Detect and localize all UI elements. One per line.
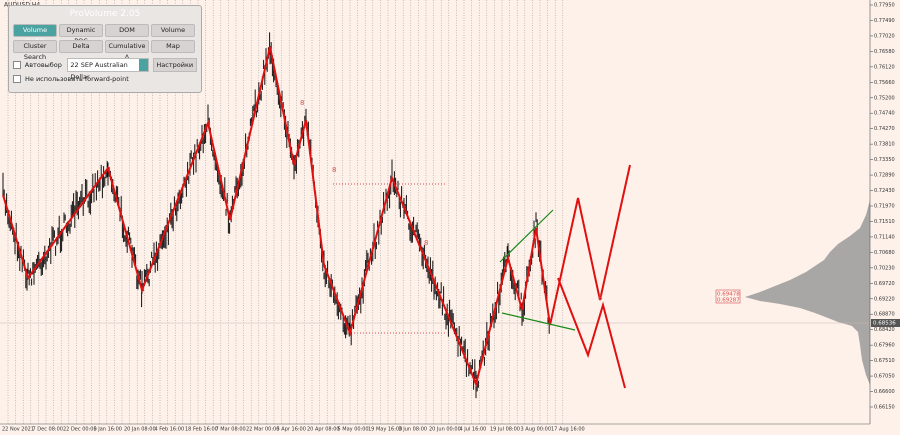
price-label: 0.75200 <box>874 95 895 101</box>
price-label: 0.69220 <box>874 296 895 302</box>
price-label: 0.72890 <box>874 173 895 179</box>
price-label: 0.73350 <box>874 157 895 163</box>
checkbox[interactable] <box>13 61 21 69</box>
price-label: 0.74270 <box>874 126 895 132</box>
price-label: 0.69720 <box>874 281 895 287</box>
time-label: 5 May 00:00 <box>338 427 369 433</box>
current-price: 0.68536 <box>873 321 896 327</box>
price-label: 0.67050 <box>874 374 895 380</box>
price-label: 0.75660 <box>874 80 895 86</box>
mode-button[interactable]: Map <box>151 40 195 53</box>
time-label: 4 Feb 16:00 <box>155 427 185 433</box>
price-label: 0.73810 <box>874 142 895 148</box>
price-label: 0.70230 <box>874 265 895 271</box>
price-label: 0.76120 <box>874 64 895 70</box>
price-label: 0.71140 <box>874 234 895 240</box>
mode-button[interactable]: DOM <box>105 24 149 37</box>
provolume-panel: ProVolume 2.05 Volume ProfileDynamic POC… <box>8 5 202 93</box>
level-box <box>715 289 741 304</box>
mark: 8 <box>300 99 304 107</box>
time-label: 22 Dec 00:00 <box>63 427 97 433</box>
checkbox[interactable] <box>13 75 21 83</box>
time-label: 19 May 16:00 <box>368 427 402 433</box>
button-grid: Volume ProfileDynamic POCDOMVolume Cluste… <box>9 22 201 61</box>
mode-button[interactable]: Cluster Search <box>13 40 57 61</box>
price-label: 0.72430 <box>874 188 895 194</box>
price-label: 0.68420 <box>874 327 895 333</box>
volume-profile <box>745 200 870 385</box>
mark: 8 <box>598 294 602 302</box>
time-label: 20 Jun 00:00 <box>429 427 461 433</box>
price-label: 0.76580 <box>874 49 895 55</box>
price-label: 0.71510 <box>874 219 895 225</box>
time-label: 19 Jul 08:00 <box>490 427 520 433</box>
time-label: 7 Mar 08:00 <box>216 427 246 433</box>
mode-button[interactable]: Dynamic POC <box>59 24 103 45</box>
current-price-tag <box>871 319 900 327</box>
projection <box>557 277 626 389</box>
price-axis <box>870 0 900 435</box>
time-label: 20 Jan 08:00 <box>124 427 156 433</box>
mode-button[interactable]: Volume <box>151 24 195 37</box>
price-label: 0.77020 <box>874 33 895 39</box>
price-label: 0.68870 <box>874 312 895 318</box>
panel-title: ProVolume 2.05 <box>69 9 141 19</box>
price-label: 0.66600 <box>874 389 895 395</box>
forward-point[interactable]: Не использовать forward-point <box>25 75 129 83</box>
mark: 8 <box>424 239 428 247</box>
price-label: 0.77950 <box>874 3 895 9</box>
price-label: 0.71970 <box>874 204 895 210</box>
mode-button[interactable]: Cumulative Δ <box>105 40 149 61</box>
time-label: 3 Aug 00:00 <box>521 427 552 433</box>
time-label: 3 Jun 08:00 <box>399 427 428 433</box>
price-label: 0.70680 <box>874 250 895 256</box>
mode-button[interactable]: Volume Profile <box>13 24 57 45</box>
level-label: 0.69478 <box>717 292 740 298</box>
price-labels: 0.77950 0.77490 0.77020 0.76580 0.76120 0.756… <box>870 3 895 411</box>
mode-button[interactable]: Delta <box>59 40 103 53</box>
instrument-row: Автовыбор 22 SEP Australian Dollar Настр… <box>9 55 201 81</box>
trend-line <box>501 312 576 331</box>
price-label: 0.66150 <box>874 405 895 411</box>
zigzag <box>2 46 631 388</box>
time-label: 17 Aug 16:00 <box>551 427 585 433</box>
price-label: 0.77490 <box>874 18 895 24</box>
settings-button[interactable]: Настройки <box>152 58 197 72</box>
auto-select[interactable]: Автовыбор <box>24 61 62 69</box>
trend-line <box>499 209 554 263</box>
instrument-select[interactable]: 22 SEP Australian Dollar <box>67 58 149 81</box>
time-label: 22 Nov 2021 <box>2 427 34 433</box>
time-label: 20 Apr 08:00 <box>307 427 340 433</box>
time-label: 22 Mar 00:00 <box>246 427 279 433</box>
price-label: 0.67510 <box>874 358 895 364</box>
time-label: 18 Feb 16:00 <box>185 427 218 433</box>
price-label: 0.74740 <box>874 111 895 117</box>
forward-row: Не использовать forward-point <box>9 72 201 83</box>
time-label: 7 Dec 08:00 <box>33 427 63 433</box>
time-label: 5 Apr 16:00 <box>277 427 306 433</box>
level-label: 0.69287 <box>717 298 740 304</box>
price-label: 0.67960 <box>874 343 895 349</box>
time-label: 5 Jan 16:00 <box>94 427 122 433</box>
mark: 8 <box>332 166 336 174</box>
time-label: 4 Jul 16:00 <box>460 427 487 433</box>
